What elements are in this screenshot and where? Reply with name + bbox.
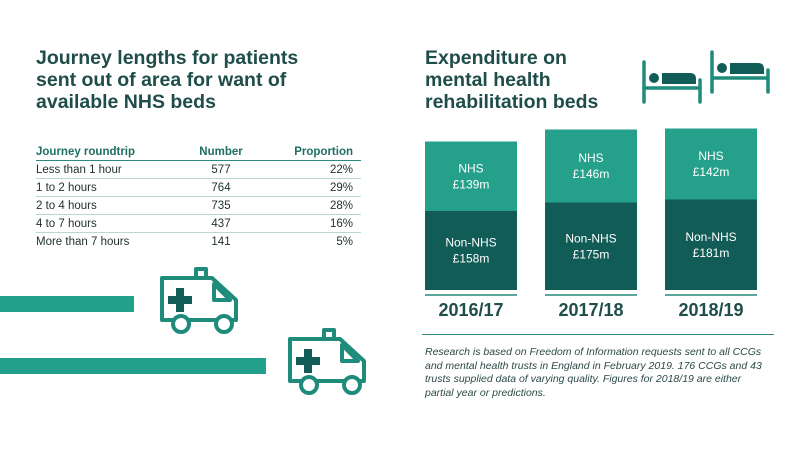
data-label-nhs: £146m bbox=[573, 167, 610, 181]
column-header-proportion: Proportion bbox=[266, 144, 361, 161]
ambulance-icon bbox=[288, 328, 366, 395]
series-label-nhs: NHS bbox=[698, 149, 723, 163]
row-number: 141 bbox=[211, 235, 231, 248]
bar-segment-non-nhs bbox=[545, 202, 637, 290]
data-label-non-nhs: £158m bbox=[453, 252, 490, 266]
bar-segment-nhs bbox=[425, 141, 517, 211]
expenditure-chart-title: Expenditure on mental health rehabilitat… bbox=[425, 47, 599, 113]
table-header-row: Journey roundtrip Number Proportion bbox=[36, 144, 361, 161]
table-row: More than 7 hours 141 5% bbox=[36, 233, 361, 251]
row-label: 1 to 2 hours bbox=[36, 178, 176, 197]
column-header-number: Number bbox=[176, 144, 266, 161]
hospital-bed-icon bbox=[710, 50, 770, 94]
row-label: 2 to 4 hours bbox=[36, 196, 176, 215]
hospital-bed-icon bbox=[642, 60, 702, 104]
journey-lengths-table: Journey roundtrip Number Proportion Less… bbox=[36, 144, 361, 250]
year-label: 2017/18 bbox=[558, 300, 623, 320]
row-proportion: 5% bbox=[336, 235, 353, 248]
table-row: 1 to 2 hours 764 29% bbox=[36, 178, 361, 197]
year-label: 2018/19 bbox=[678, 300, 743, 320]
ambulance-icon bbox=[160, 267, 238, 334]
decorative-band-top bbox=[0, 296, 134, 312]
bar-segment-nhs bbox=[545, 129, 637, 203]
journey-table-title: Journey lengths for patients sent out of… bbox=[36, 47, 299, 113]
series-label-non-nhs: Non-NHS bbox=[565, 231, 616, 245]
row-label: More than 7 hours bbox=[36, 235, 130, 248]
series-label-non-nhs: Non-NHS bbox=[685, 230, 736, 244]
bar-segment-non-nhs bbox=[665, 199, 757, 290]
row-proportion: 29% bbox=[266, 178, 361, 197]
row-proportion: 28% bbox=[266, 196, 361, 215]
column-header-journey: Journey roundtrip bbox=[36, 144, 176, 161]
row-number: 764 bbox=[176, 178, 266, 197]
divider-line bbox=[422, 334, 774, 335]
series-label-nhs: NHS bbox=[578, 151, 603, 165]
data-label-non-nhs: £181m bbox=[693, 246, 730, 260]
series-label-nhs: NHS bbox=[458, 161, 483, 175]
row-number: 437 bbox=[176, 214, 266, 233]
table-row: 2 to 4 hours 735 28% bbox=[36, 196, 361, 215]
row-number: 735 bbox=[176, 196, 266, 215]
bar-segment-non-nhs bbox=[425, 211, 517, 290]
series-label-non-nhs: Non-NHS bbox=[445, 236, 496, 250]
row-proportion: 16% bbox=[266, 214, 361, 233]
year-label: 2016/17 bbox=[438, 300, 503, 320]
row-number: 577 bbox=[176, 160, 266, 179]
row-label: 4 to 7 hours bbox=[36, 214, 176, 233]
row-proportion: 22% bbox=[266, 160, 361, 179]
table-row: 4 to 7 hours 437 16% bbox=[36, 214, 361, 233]
data-label-nhs: £139m bbox=[453, 177, 490, 191]
bar-segment-nhs bbox=[665, 128, 757, 200]
data-label-nhs: £142m bbox=[693, 165, 730, 179]
footnote: Research is based on Freedom of Informat… bbox=[425, 346, 762, 399]
table-row: Less than 1 hour 577 22% bbox=[36, 160, 361, 179]
row-label: Less than 1 hour bbox=[36, 160, 176, 179]
data-label-non-nhs: £175m bbox=[573, 247, 610, 261]
decorative-band-bottom bbox=[0, 358, 266, 374]
